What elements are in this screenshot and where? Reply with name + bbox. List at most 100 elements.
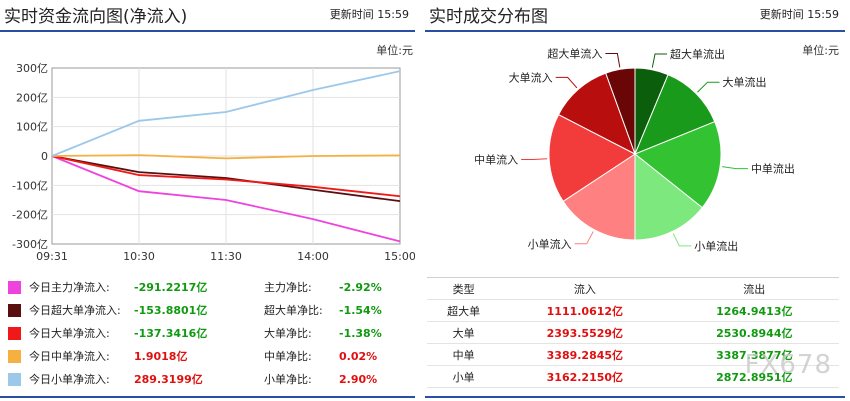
x-tick-label: 15:00 xyxy=(384,250,415,263)
table-row: 大单 2393.5529亿 2530.8944亿 xyxy=(427,321,839,344)
dist-bottom-rule xyxy=(425,396,845,398)
legend-label: 今日小单净流入: xyxy=(29,373,110,386)
flow-update-time: 更新时间 15:59 xyxy=(329,8,409,21)
dist-title: 实时成交分布图 xyxy=(429,7,548,27)
cell-type: 大单 xyxy=(427,321,501,344)
flow-bottom-rule xyxy=(0,396,415,398)
flow-header: 实时资金流向图(净流入) 更新时间 15:59 xyxy=(0,0,415,32)
legend-swatch xyxy=(8,349,21,363)
y-tick-label: -100亿 xyxy=(12,179,48,192)
col-type: 类型 xyxy=(427,277,501,300)
pie-label: 超大单流入 xyxy=(547,47,602,61)
legend-value: -137.3416亿 xyxy=(134,327,208,340)
cell-outflow: 3387.3877亿 xyxy=(669,343,839,366)
x-tick-label: 10:30 xyxy=(123,250,155,263)
legend-label: 今日主力净流入: xyxy=(29,281,110,294)
pie-slice xyxy=(634,121,722,209)
legend-row: 今日大单净流入: -137.3416亿 大单净比: -1.38% xyxy=(8,323,382,343)
cell-inflow: 1111.0612亿 xyxy=(500,299,670,322)
x-tick-label: 14:00 xyxy=(297,250,329,263)
pie-label: 大单流出 xyxy=(722,75,766,89)
pie-leader-line xyxy=(722,166,748,170)
cell-outflow: 2872.8951亿 xyxy=(669,365,839,388)
legend-row: 今日中单净流入: 1.9018亿 中单净比: 0.02% xyxy=(8,346,377,366)
dist-header: 实时成交分布图 更新时间 15:59 xyxy=(425,0,845,32)
cell-outflow: 1264.9413亿 xyxy=(669,299,839,322)
dist-update-time: 更新时间 15:59 xyxy=(759,8,839,21)
legend-swatch xyxy=(8,372,21,386)
pie-slice xyxy=(605,67,636,155)
legend-value: -153.8801亿 xyxy=(134,304,208,317)
legend-value: 1.9018亿 xyxy=(134,350,188,363)
ratio-value: -2.92% xyxy=(339,280,382,294)
cell-inflow: 3162.2150亿 xyxy=(500,365,670,388)
flow-panel: 实时资金流向图(净流入) 更新时间 15:59 单位:元 300亿 200亿 100… xyxy=(0,0,415,401)
flow-unit: 单位:元 xyxy=(376,44,413,57)
x-tick-label: 11:30 xyxy=(210,250,242,263)
y-tick-label: 0 xyxy=(41,150,48,163)
ratio-value: 0.02% xyxy=(339,349,378,363)
col-outflow: 流出 xyxy=(669,277,839,300)
pie-label: 小单流出 xyxy=(694,239,738,253)
table-row: 超大单 1111.0612亿 1264.9413亿 xyxy=(427,299,839,322)
pie-slice xyxy=(634,73,716,155)
ratio-label: 大单净比: xyxy=(264,327,312,340)
legend-label: 今日超大单净流入: xyxy=(29,304,121,317)
ratio-label: 主力净比: xyxy=(264,281,312,294)
ratio-value: 2.90% xyxy=(339,372,378,386)
ratio-value: -1.54% xyxy=(339,303,382,317)
x-tick-label: 09:31 xyxy=(36,250,68,263)
ratio-value: -1.38% xyxy=(339,326,382,340)
legend-label: 今日中单净流入: xyxy=(29,350,110,363)
legend-swatch xyxy=(8,303,21,317)
pie-slice xyxy=(557,72,636,156)
cell-type: 超大单 xyxy=(427,299,501,322)
y-tick-label: 300亿 xyxy=(16,62,48,75)
ratio-label: 小单净比: xyxy=(264,373,312,386)
pie-label: 中单流出 xyxy=(751,162,795,176)
table-row: 小单 3162.2150亿 2872.8951亿 xyxy=(427,365,839,388)
pie-label: 小单流入 xyxy=(528,237,572,251)
pie-slice xyxy=(634,152,703,241)
pie-label: 大单流入 xyxy=(509,70,553,84)
cell-inflow: 3389.2845亿 xyxy=(500,343,670,366)
pie-leader-line xyxy=(697,81,720,93)
pie-label: 超大单流出 xyxy=(670,47,725,61)
y-tick-label: -300亿 xyxy=(12,238,48,251)
legend-swatch xyxy=(8,280,21,294)
legend-value: 289.3199亿 xyxy=(134,373,203,386)
dist-unit: 单位:元 xyxy=(802,44,839,57)
cell-inflow: 2393.5529亿 xyxy=(500,321,670,344)
pie-leader-line xyxy=(605,53,621,68)
legend-row: 今日超大单净流入: -153.8801亿 超大单净比: -1.54% xyxy=(8,300,382,320)
dist-table: 类型 流入 流出 超大单 1111.0612亿 1264.9413亿 大单 23… xyxy=(427,277,839,388)
flow-title: 实时资金流向图(净流入) xyxy=(4,7,188,27)
y-tick-label: -200亿 xyxy=(12,209,48,222)
y-tick-label: 100亿 xyxy=(16,121,48,134)
pie-leader-line xyxy=(521,158,548,160)
cell-type: 中单 xyxy=(427,343,501,366)
legend-swatch xyxy=(8,326,21,340)
ratio-label: 超大单净比: xyxy=(264,304,323,317)
cell-outflow: 2530.8944亿 xyxy=(669,321,839,344)
ratio-label: 中单净比: xyxy=(264,350,312,363)
legend-row: 今日主力净流入: -291.2217亿 主力净比: -2.92% xyxy=(8,277,382,297)
y-tick-label: 200亿 xyxy=(16,91,48,104)
col-inflow: 流入 xyxy=(500,277,670,300)
dist-table-header: 类型 流入 流出 xyxy=(427,277,839,300)
legend-row: 今日小单净流入: 289.3199亿 小单净比: 2.90% xyxy=(8,369,377,389)
pie-leader-line xyxy=(672,233,692,247)
pie-slice xyxy=(548,113,636,203)
pie-slice xyxy=(562,153,636,241)
table-row: 中单 3389.2845亿 3387.3877亿 xyxy=(427,343,839,366)
pie-leader-line xyxy=(651,53,668,68)
watermark: FX678 xyxy=(744,350,832,380)
legend-value: -291.2217亿 xyxy=(134,281,208,294)
cell-type: 小单 xyxy=(427,365,501,388)
legend-label: 今日大单净流入: xyxy=(29,327,110,340)
pie-leader-line xyxy=(555,76,578,89)
pie-leader-line xyxy=(574,231,594,245)
dist-panel: 实时成交分布图 更新时间 15:59 单位:元 超大单流出 大单流出 中单流出 小单流… xyxy=(425,0,845,401)
